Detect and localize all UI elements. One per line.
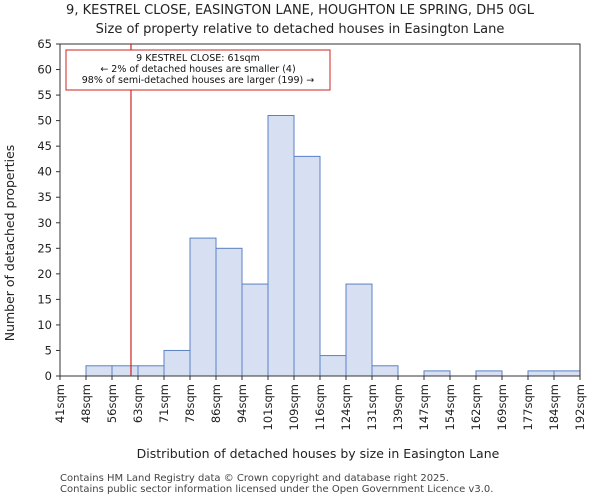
annotation-line-3: 98% of semi-detached houses are larger (… (82, 75, 315, 86)
x-tick-label: 177sqm (521, 384, 535, 430)
bar-131sqm (371, 365, 399, 377)
x-tick-label: 71sqm (157, 384, 171, 423)
x-tick-label: 94sqm (235, 384, 249, 423)
bar-116sqm (319, 355, 347, 377)
x-axis-label: Distribution of detached houses by size … (137, 446, 500, 461)
x-tick-label: 184sqm (547, 384, 561, 430)
x-tick-label: 154sqm (443, 384, 457, 430)
x-tick-label: 63sqm (131, 384, 145, 423)
bar-78sqm (189, 237, 217, 377)
y-axis-label: Number of detached properties (2, 145, 17, 342)
bars-group (85, 115, 581, 377)
y-tick-label: 30 (37, 216, 52, 230)
y-tick-label: 5 (45, 343, 52, 357)
y-tick-label: 40 (37, 165, 52, 179)
y-tick-label: 45 (37, 139, 52, 153)
y-tick-label: 0 (45, 369, 52, 383)
y-axis-ticks: 0 5 10 15 20 25 30 35 40 45 50 55 60 65 (37, 37, 60, 383)
chart-subtitle: Size of property relative to detached ho… (96, 22, 505, 37)
y-tick-label: 50 (37, 114, 52, 128)
x-tick-label: 41sqm (53, 384, 67, 423)
x-tick-label: 109sqm (287, 384, 301, 430)
x-axis-ticks: 41sqm 48sqm 56sqm 63sqm 71sqm 78sqm 86sqm 94sqm… (53, 376, 587, 430)
bar-63sqm (137, 365, 165, 377)
x-tick-label: 169sqm (495, 384, 509, 430)
x-tick-label: 116sqm (313, 384, 327, 430)
y-tick-label: 60 (37, 63, 52, 77)
x-tick-label: 78sqm (183, 384, 197, 423)
bar-56sqm (111, 365, 139, 377)
bar-94sqm (241, 283, 269, 377)
bar-184sqm (553, 370, 581, 377)
y-tick-label: 20 (37, 267, 52, 281)
annotation-box (65, 49, 331, 91)
x-tick-label: 48sqm (79, 384, 93, 423)
plot-frame (59, 43, 581, 377)
bar-124sqm (345, 283, 373, 377)
y-tick-label: 55 (37, 88, 52, 102)
x-tick-label: 131sqm (365, 384, 379, 430)
y-tick-label: 35 (37, 190, 52, 204)
x-tick-label: 124sqm (339, 384, 353, 430)
x-tick-label: 192sqm (573, 384, 587, 430)
bar-101sqm (267, 115, 295, 377)
x-tick-label: 139sqm (391, 384, 405, 430)
x-tick-label: 101sqm (261, 384, 275, 430)
bar-177sqm (527, 370, 555, 377)
y-tick-label: 25 (37, 241, 52, 255)
bar-162sqm (475, 370, 503, 377)
bar-71sqm (163, 349, 191, 377)
annotation-line-2: ← 2% of detached houses are smaller (4) (100, 64, 295, 75)
footer-line-2: Contains public sector information licen… (60, 484, 494, 495)
y-tick-label: 10 (37, 318, 52, 332)
bar-48sqm (85, 365, 113, 377)
annotation-line-1: 9 KESTREL CLOSE: 61sqm (136, 53, 260, 64)
bar-86sqm (215, 247, 243, 377)
x-tick-label: 162sqm (469, 384, 483, 430)
footer-line-1: Contains HM Land Registry data © Crown c… (60, 473, 449, 484)
y-tick-label: 15 (37, 292, 52, 306)
bar-147sqm (423, 370, 451, 377)
y-tick-label: 65 (37, 37, 52, 51)
x-tick-label: 147sqm (417, 384, 431, 430)
x-tick-label: 86sqm (209, 384, 223, 423)
bar-109sqm (293, 155, 321, 377)
chart-title: 9, KESTREL CLOSE, EASINGTON LANE, HOUGHT… (66, 3, 535, 18)
x-tick-label: 56sqm (105, 384, 119, 423)
